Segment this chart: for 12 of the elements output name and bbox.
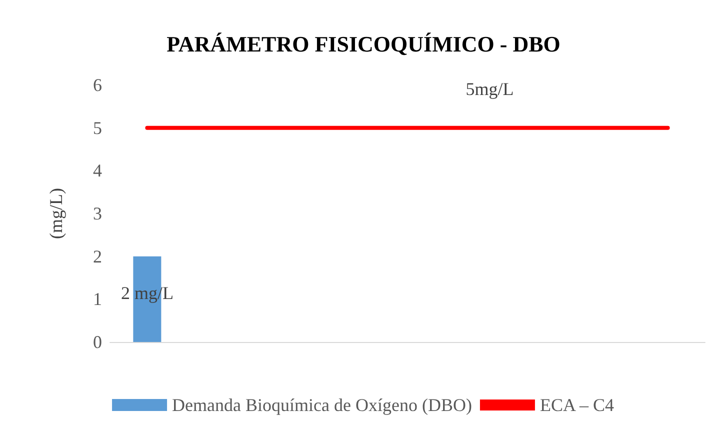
chart-title: PARÁMETRO FISICOQUÍMICO - DBO xyxy=(166,32,560,56)
legend-label: Demanda Bioquímica de Oxígeno (DBO) xyxy=(172,395,472,415)
y-tick-label: 2 xyxy=(93,246,102,266)
y-axis-title: (mg/L) xyxy=(46,188,66,239)
data-label: 5mg/L xyxy=(466,78,514,99)
y-tick-label: 4 xyxy=(93,160,102,181)
y-tick-label: 1 xyxy=(93,289,102,310)
y-tick-label: 0 xyxy=(93,332,102,352)
legend-label: ECA – C4 xyxy=(540,395,614,415)
y-tick-label: 5 xyxy=(93,118,102,138)
y-tick-label: 3 xyxy=(93,204,102,224)
y-tick-label: 6 xyxy=(93,75,102,95)
